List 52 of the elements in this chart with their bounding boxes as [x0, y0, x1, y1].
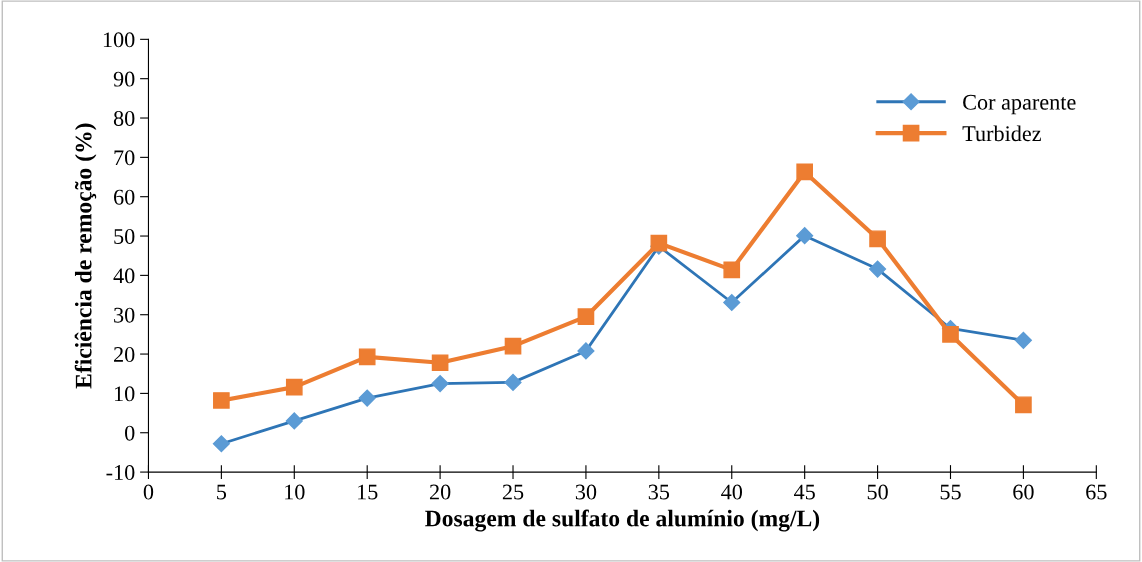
y-tick-label: -10	[106, 465, 135, 481]
y-tick-label: 40	[113, 268, 135, 284]
x-tick-label: 55	[940, 484, 961, 500]
y-tick-label: 10	[115, 386, 135, 402]
point	[650, 234, 668, 252]
x-tick-label: 25	[502, 484, 524, 500]
point	[869, 230, 886, 248]
x-tick-label: 5	[217, 484, 227, 500]
y-tick-label: 80	[113, 110, 135, 126]
x-tick-label: 20	[429, 484, 451, 500]
point	[869, 260, 887, 278]
y-tick-label: 70	[114, 150, 135, 166]
point	[431, 375, 449, 393]
legend-label: Turbidez	[962, 125, 1041, 142]
y-tick-label: 100	[103, 32, 135, 48]
x-tick-label: 35	[648, 484, 670, 500]
point	[577, 308, 595, 326]
y-tick-label: 20	[114, 346, 135, 362]
x-tick-label: 30	[575, 484, 597, 500]
x-tick-label: 45	[793, 484, 815, 500]
x-tick-label: 50	[867, 484, 888, 500]
y-axis-title: Eficiência de remoção (%)	[74, 123, 97, 389]
point	[723, 261, 741, 279]
point	[212, 435, 230, 453]
point	[942, 326, 959, 343]
y-tick-label: 30	[114, 307, 135, 323]
y-tick-label: 90	[113, 71, 135, 87]
y-tick-label: 50	[114, 228, 135, 244]
point	[213, 392, 230, 409]
point	[723, 293, 741, 312]
point	[431, 354, 449, 372]
point	[285, 412, 303, 430]
x-tick-label: 15	[358, 484, 378, 500]
y-tick-label: 60	[114, 189, 135, 205]
point	[796, 227, 814, 245]
point	[1014, 331, 1032, 349]
point	[504, 337, 522, 355]
x-tick-label: 10	[285, 484, 305, 500]
point	[358, 348, 376, 366]
point	[1015, 396, 1032, 414]
x-tick-label: 0	[143, 484, 154, 500]
point	[358, 389, 376, 407]
point	[577, 342, 595, 360]
legend-label: Cor aparente	[963, 94, 1076, 115]
point	[285, 378, 303, 396]
x-tick-label: 40	[721, 484, 743, 500]
x-tick-label: 60	[1013, 484, 1034, 500]
point	[796, 163, 814, 181]
x-axis-title: Dosagem de sulfato de alumínio (mg/L)	[425, 509, 820, 532]
point	[504, 373, 522, 391]
x-tick-label: 65	[1086, 484, 1107, 500]
y-tick-label: 0	[125, 425, 135, 441]
